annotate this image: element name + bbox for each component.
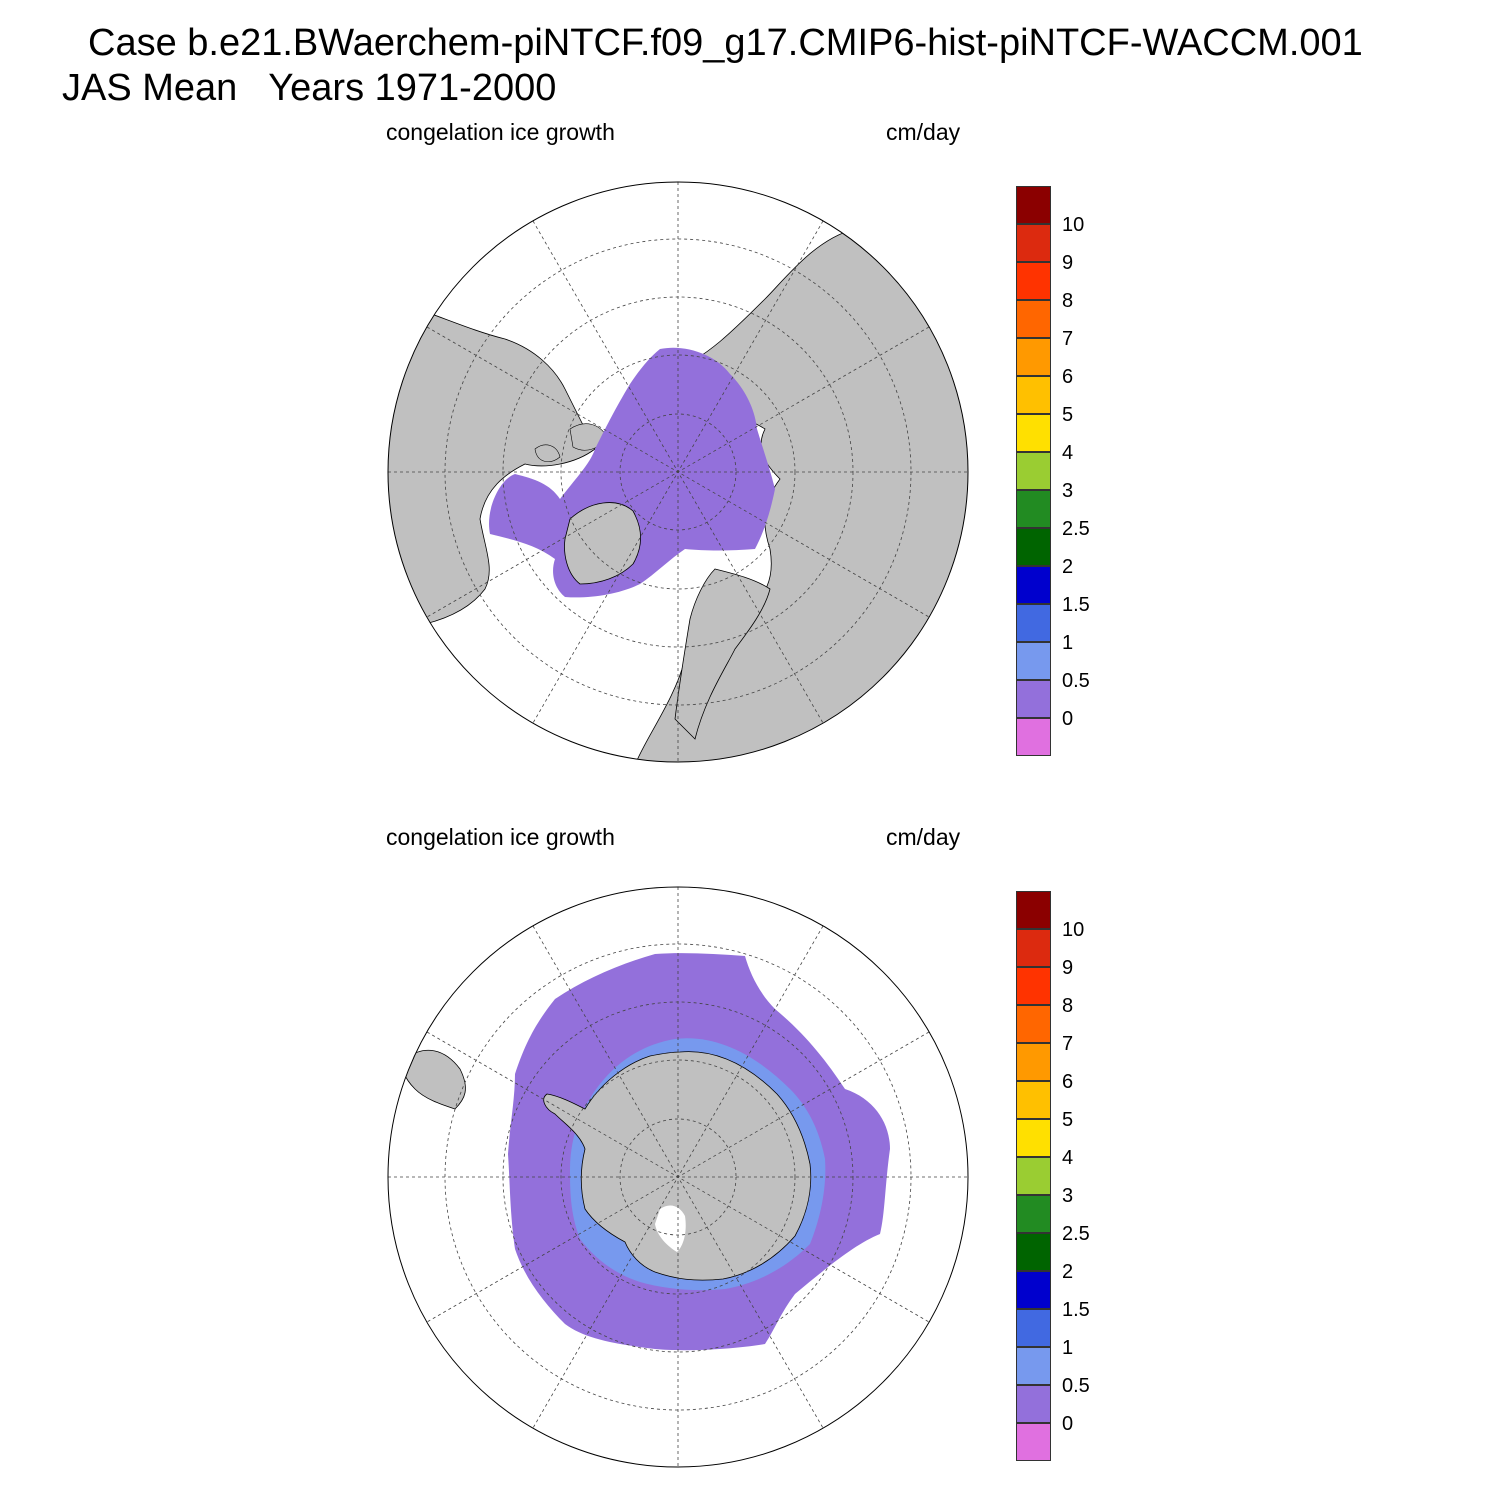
graticule [388,182,968,762]
colorbar-tick-label: 1.5 [1062,594,1090,616]
land-antarctica [543,1051,812,1281]
colorbar-swatch [1016,642,1051,680]
colorbar-tick-label: 9 [1062,252,1074,274]
colorbar-swatch [1016,566,1051,604]
land-greenland-top [564,502,641,585]
colorbar-swatch [1016,338,1051,376]
colorbar-north: 10 9 8 7 6 5 4 3 2.5 2 1.5 1 0.5 0 [1016,186,1116,758]
colorbar-swatch [1016,1271,1051,1309]
colorbar-swatch [1016,891,1051,929]
colorbar-swatch [1016,1005,1051,1043]
colorbar-tick-label: 1 [1062,632,1074,654]
colorbar-tick-label: 5 [1062,404,1074,426]
colorbar-swatch [1016,1347,1051,1385]
colorbar-tick-label: 2.5 [1062,518,1090,540]
figure-title-period: JAS Mean Years 1971-2000 [62,67,557,109]
colorbar-swatch [1016,224,1051,262]
colorbar-swatch [1016,186,1051,224]
south-polar-map [387,886,969,1468]
panel-units-label: cm/day [886,824,961,850]
land-europe [674,568,771,740]
colorbar-swatch [1016,528,1051,566]
map-boundary [387,181,969,763]
colorbar-swatch [1016,1081,1051,1119]
colorbar-swatch [1016,1157,1051,1195]
colorbar-tick-label: 6 [1062,366,1074,388]
colorbar-swatch [1016,414,1051,452]
colorbar-swatch [1016,262,1051,300]
colorbar-tick-label: 2 [1062,556,1074,578]
colorbar-tick-label: 2.5 [1062,1223,1090,1245]
colorbar-tick-label: 5 [1062,1109,1074,1131]
colorbar-tick-label: 3 [1062,1185,1074,1207]
colorbar-swatch [1016,1385,1051,1423]
colorbar-tick-label: 1.5 [1062,1299,1090,1321]
colorbar-swatch [1016,1233,1051,1271]
colorbar-swatch [1016,490,1051,528]
colorbar-south: 10 9 8 7 6 5 4 3 2.5 2 1.5 1 0.5 0 [1016,891,1116,1463]
colorbar-tick-label: 3 [1062,480,1074,502]
colorbar-swatch [1016,1309,1051,1347]
north-polar-map [387,181,969,763]
colorbar-swatch [1016,1195,1051,1233]
figure-title-case: Case b.e21.BWaerchem-piNTCF.f09_g17.CMIP… [88,22,1363,64]
colorbar-tick-label: 4 [1062,1147,1074,1169]
colorbar-swatch [1016,967,1051,1005]
panel-south: congelation ice growth cm/day [0,705,1500,1468]
graticule [388,887,968,1467]
colorbar-swatch [1016,1423,1051,1461]
colorbar-swatch [1016,929,1051,967]
colorbar-tick-label: 4 [1062,442,1074,464]
ice-growth-field [489,347,775,598]
colorbar-tick-label: 10 [1062,919,1085,941]
colorbar-swatch [1016,1119,1051,1157]
panel-variable-label: congelation ice growth [386,824,615,850]
colorbar-tick-label: 0.5 [1062,670,1090,692]
colorbar-swatch [1016,718,1051,756]
colorbar-swatch [1016,300,1051,338]
panel-variable-label: congelation ice growth [386,119,615,145]
colorbar-swatch [1016,452,1051,490]
colorbar-swatch [1016,376,1051,414]
colorbar-swatch [1016,604,1051,642]
colorbar-tick-label: 0 [1062,708,1074,730]
panel-north: congelation ice growth cm/day [0,0,1500,763]
colorbar-swatch [1016,680,1051,718]
colorbar-tick-label: 6 [1062,1071,1074,1093]
colorbar-swatch [1016,1043,1051,1081]
colorbar-tick-label: 9 [1062,957,1074,979]
land-north-america [388,298,596,625]
colorbar-tick-label: 0.5 [1062,1375,1090,1397]
colorbar-tick-label: 7 [1062,328,1074,350]
colorbar-tick-label: 0 [1062,1413,1074,1435]
colorbar-tick-label: 10 [1062,214,1085,236]
colorbar-tick-label: 2 [1062,1261,1074,1283]
colorbar-tick-label: 8 [1062,290,1074,312]
map-boundary [387,886,969,1468]
colorbar-tick-label: 7 [1062,1033,1074,1055]
panel-units-label: cm/day [886,119,961,145]
colorbar-tick-label: 1 [1062,1337,1074,1359]
colorbar-tick-label: 8 [1062,995,1074,1017]
